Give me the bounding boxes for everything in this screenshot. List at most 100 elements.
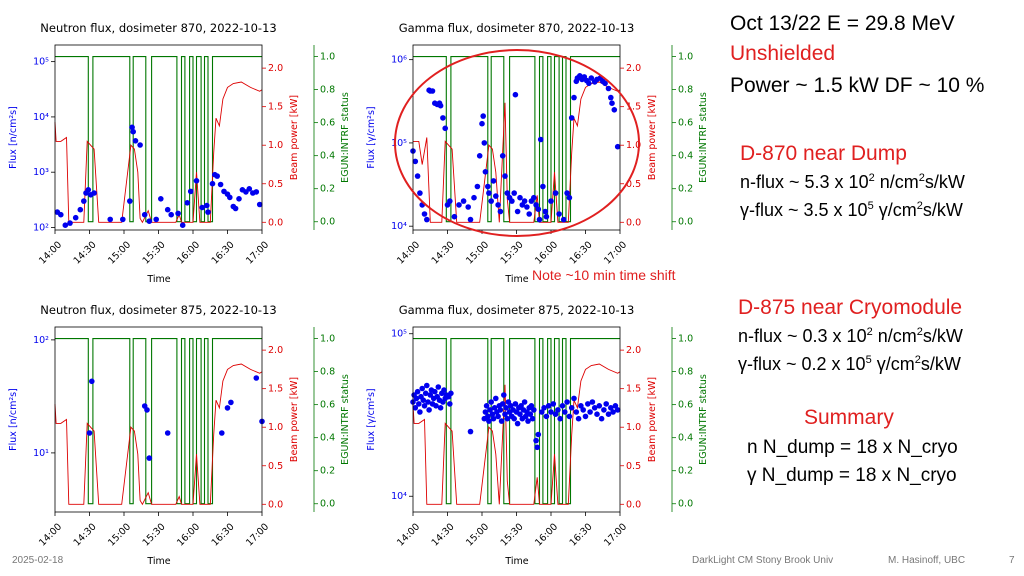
y2-axis-label: Beam power [kW] bbox=[289, 95, 300, 180]
flux-point bbox=[575, 415, 582, 422]
beam-power-series-line bbox=[413, 81, 621, 223]
footer-author: M. Hasinoff, UBC bbox=[888, 555, 966, 566]
y2-tick-label: 1.0 bbox=[626, 140, 641, 151]
d870-g-tail: s/kW bbox=[922, 200, 963, 220]
flux-point bbox=[85, 187, 92, 193]
flux-point bbox=[168, 211, 174, 218]
y3-tick-label: 0.0 bbox=[678, 217, 693, 228]
d870-gamma-flux: γ-flux ~ 3.5 x 105 γ/cm2s/kW bbox=[740, 200, 963, 221]
flux-point bbox=[493, 395, 499, 402]
y3-tick-label: 0.6 bbox=[678, 400, 693, 411]
flux-point bbox=[564, 399, 570, 405]
flux-point bbox=[512, 91, 519, 98]
flux-point bbox=[521, 198, 528, 204]
y-tick-label: 10⁵ bbox=[391, 329, 407, 340]
flux-point bbox=[232, 205, 239, 212]
flux-point bbox=[502, 173, 508, 179]
d875-neutron-flux: n-flux ~ 0.3 x 102 n/cm2s/kW bbox=[738, 326, 963, 347]
y2-tick-label: 1.5 bbox=[626, 102, 641, 113]
beam-power-series-line bbox=[54, 363, 263, 506]
y2-tick-label: 0.0 bbox=[626, 499, 641, 510]
flux-point bbox=[489, 411, 496, 417]
x-tick-label: 17:00 bbox=[602, 521, 629, 548]
flux-point bbox=[531, 407, 537, 413]
y2-tick-label: 1.0 bbox=[268, 140, 283, 151]
flux-point bbox=[614, 407, 621, 413]
y3-tick-label: 0.8 bbox=[320, 85, 335, 96]
y-tick-label: 10⁵ bbox=[33, 57, 49, 68]
y3-tick-label: 0.4 bbox=[678, 433, 693, 444]
flux-point bbox=[495, 413, 501, 420]
y3-tick-label: 0.4 bbox=[320, 151, 335, 162]
flux-point bbox=[573, 409, 580, 415]
flux-point bbox=[422, 390, 429, 397]
flux-point bbox=[587, 409, 593, 415]
flux-point bbox=[528, 403, 535, 409]
y3-axis-label: EGUN:INTRF status bbox=[698, 374, 709, 465]
flux-point bbox=[158, 196, 164, 202]
footer-date: 2025-02-18 bbox=[12, 555, 64, 566]
flux-point bbox=[227, 194, 233, 201]
flux-point bbox=[433, 403, 439, 409]
flux-point bbox=[535, 431, 542, 438]
flux-point bbox=[482, 409, 489, 415]
y3-tick-label: 0.0 bbox=[320, 499, 335, 510]
y3-tick-label: 0.0 bbox=[678, 499, 693, 510]
chart-title: Neutron flux, dosimeter 875, 2022-10-13 bbox=[40, 303, 276, 317]
flux-point bbox=[586, 80, 592, 87]
flux-point bbox=[414, 173, 421, 179]
chart-title: Gamma flux, dosimeter 870, 2022-10-13 bbox=[399, 21, 635, 35]
flux-point bbox=[501, 392, 507, 398]
beam-power-series-line bbox=[54, 81, 263, 224]
flux-point bbox=[499, 401, 506, 407]
y2-tick-label: 1.5 bbox=[268, 102, 283, 113]
flux-point bbox=[603, 401, 609, 407]
d875-title: D-875 near Cryomodule bbox=[738, 296, 963, 319]
flux-point bbox=[533, 437, 539, 444]
summary-gamma: γ N_dump = 18 x N_cryo bbox=[747, 465, 957, 486]
flux-point bbox=[209, 180, 216, 187]
y3-tick-label: 0.2 bbox=[678, 466, 693, 477]
y3-tick-label: 0.8 bbox=[678, 367, 693, 378]
x-tick-label: 17:00 bbox=[244, 239, 271, 266]
flux-point bbox=[502, 411, 508, 417]
flux-point bbox=[412, 158, 419, 165]
y-tick-label: 10⁴ bbox=[391, 491, 407, 502]
flux-point bbox=[460, 198, 467, 204]
y2-tick-label: 2.0 bbox=[268, 345, 283, 356]
y3-tick-label: 1.0 bbox=[678, 52, 693, 63]
flux-point bbox=[589, 399, 596, 405]
d875-n-tail: s/kW bbox=[922, 326, 963, 346]
flux-point bbox=[432, 388, 438, 395]
d870-title: D-870 near Dump bbox=[740, 142, 907, 165]
flux-point bbox=[497, 208, 504, 215]
flux-point bbox=[557, 415, 563, 422]
x-tick-label: 14:00 bbox=[37, 521, 64, 548]
y2-tick-label: 1.5 bbox=[626, 384, 641, 395]
flux-point bbox=[414, 388, 421, 395]
x-tick-label: 16:30 bbox=[568, 521, 595, 548]
d870-g-unit: γ/cm bbox=[873, 200, 917, 220]
flux-point bbox=[483, 403, 490, 409]
flux-point bbox=[420, 397, 427, 403]
flux-point bbox=[77, 206, 84, 213]
flux-point bbox=[107, 216, 113, 223]
d870-n-exp: 2 bbox=[868, 172, 875, 184]
flux-point bbox=[132, 138, 139, 144]
flux-point bbox=[594, 411, 600, 417]
flux-point bbox=[566, 413, 573, 420]
flux-point bbox=[164, 206, 171, 213]
chart-neutron-875: Neutron flux, dosimeter 875, 2022-10-13 1… bbox=[8, 303, 351, 567]
flux-point bbox=[614, 143, 621, 150]
flux-point bbox=[419, 385, 425, 392]
flux-point bbox=[236, 196, 242, 202]
flux-point bbox=[566, 194, 573, 201]
flux-point bbox=[556, 211, 562, 217]
x-axis-label: Time bbox=[146, 556, 170, 567]
x-tick-label: 16:30 bbox=[568, 239, 595, 266]
summary-neutron: n N_dump = 18 x N_cryo bbox=[747, 437, 958, 458]
y3-tick-label: 0.0 bbox=[320, 217, 335, 228]
flux-point bbox=[562, 409, 568, 415]
flux-point bbox=[609, 100, 615, 106]
x-tick-label: 14:00 bbox=[395, 521, 422, 548]
